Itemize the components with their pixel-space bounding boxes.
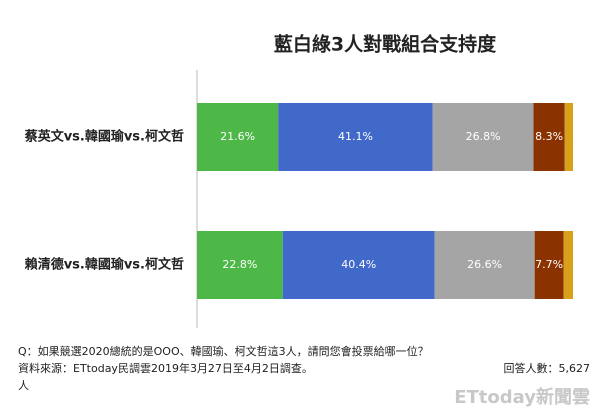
bar-segment: [564, 103, 573, 171]
value-label: 22.8%: [222, 258, 257, 271]
value-label: 7.7%: [535, 258, 563, 271]
bar-segment: [434, 231, 535, 299]
bar-segment: [278, 103, 433, 171]
bar-segment: [432, 103, 534, 171]
bar-segment: [197, 103, 279, 171]
bar-segment: [563, 231, 573, 299]
value-label: 26.6%: [467, 258, 502, 271]
value-label: 8.3%: [535, 130, 563, 143]
bar-segment: [197, 231, 283, 299]
category-label: 賴清德vs.韓國瑜vs.柯文哲: [25, 257, 184, 273]
bar-segment: [534, 231, 564, 299]
value-label: 41.1%: [338, 130, 373, 143]
value-label: 21.6%: [220, 130, 255, 143]
note: 人: [18, 379, 29, 392]
watermark: ETtoday新聞雲: [454, 386, 590, 408]
bar-segment: [533, 103, 565, 171]
note: 資料來源：ETtoday民調雲2019年3月27日至4月2日調查。: [18, 361, 313, 375]
category-label: 蔡英文vs.韓國瑜vs.柯文哲: [24, 129, 184, 145]
chart-title: 藍白綠3人對戰組合支持度: [274, 33, 497, 56]
value-label: 26.8%: [466, 130, 501, 143]
value-label: 40.4%: [341, 258, 376, 271]
bar-segment: [282, 231, 435, 299]
respondent-count: 回答人數：5,627: [504, 361, 591, 375]
note: Q：如果競選2020總統的是OOO、韓國瑜、柯文哲這3人，請問您會投票給哪一位？: [18, 344, 429, 358]
